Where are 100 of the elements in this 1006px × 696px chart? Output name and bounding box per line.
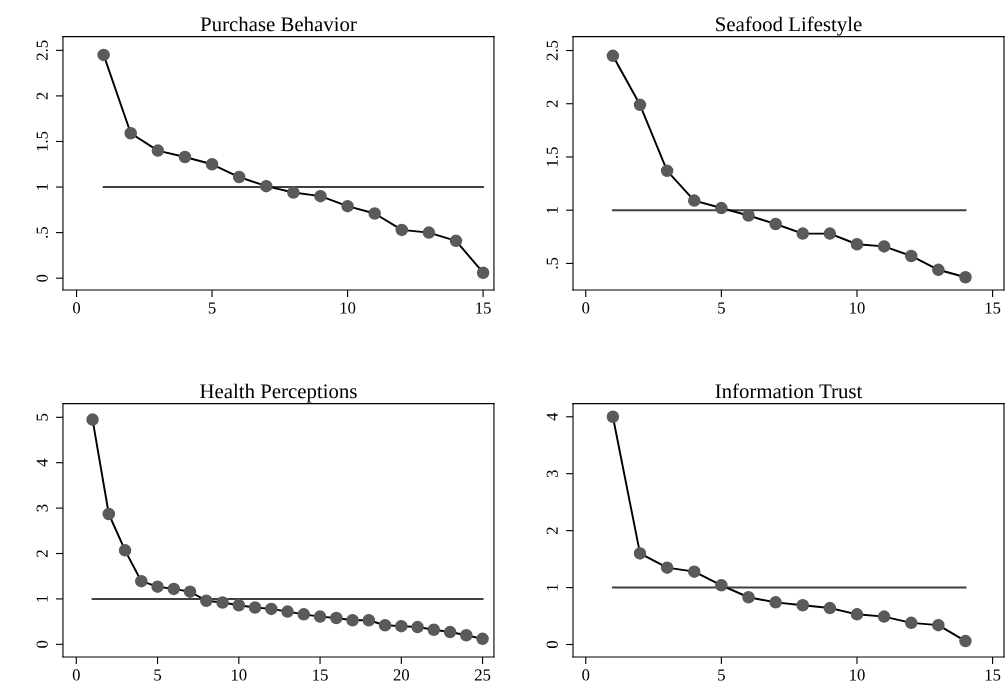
point <box>232 599 246 612</box>
point <box>118 544 132 557</box>
x-tick-label: 10 <box>231 669 247 681</box>
point <box>297 608 311 621</box>
x-tick-label: 10 <box>850 669 865 681</box>
point <box>183 585 197 598</box>
point <box>313 610 327 623</box>
y-tick-label: 2 <box>36 550 48 557</box>
x-tick-label: 0 <box>582 669 590 681</box>
point <box>422 226 436 239</box>
x-tick-label: 10 <box>850 302 865 314</box>
point <box>904 616 918 630</box>
y-tick-label: 1.5 <box>36 131 48 151</box>
point <box>97 48 110 62</box>
y-tick-label: 3 <box>36 504 48 512</box>
point <box>742 209 755 222</box>
x-tick-label: 15 <box>985 302 1001 314</box>
point <box>124 127 137 140</box>
point <box>102 507 116 521</box>
chart-title: Health Perceptions <box>200 383 357 403</box>
point <box>633 98 647 112</box>
y-tick-label: 1 <box>36 183 48 190</box>
x-tick-label: 15 <box>985 669 1001 681</box>
y-tick-label: 4 <box>36 458 48 467</box>
point <box>260 179 273 193</box>
y-tick-label: 2.5 <box>546 40 558 61</box>
point <box>362 613 376 627</box>
point <box>769 217 782 231</box>
y-tick-label: 0 <box>546 640 558 649</box>
point <box>460 628 473 642</box>
point <box>715 201 728 215</box>
point <box>823 601 837 615</box>
point <box>378 618 392 632</box>
x-tick-label: 10 <box>340 302 356 314</box>
point <box>341 199 354 213</box>
point <box>368 207 381 220</box>
point <box>850 608 864 621</box>
x-tick-label: 5 <box>718 302 725 314</box>
y-tick-label: 5 <box>36 413 48 421</box>
chart-title: Information Trust <box>715 383 863 399</box>
x-tick-label: 25 <box>474 669 491 681</box>
y-tick-label: 1 <box>36 595 48 602</box>
point <box>823 227 837 240</box>
point <box>688 194 701 207</box>
point <box>248 601 262 614</box>
point <box>796 227 809 240</box>
point <box>715 579 728 592</box>
point <box>330 611 343 625</box>
y-tick-label: 2 <box>546 527 558 535</box>
point <box>395 223 409 237</box>
chart-title: Purchase Behavior <box>200 16 357 32</box>
point <box>151 144 165 157</box>
point <box>427 623 441 637</box>
point <box>395 619 408 633</box>
point <box>167 582 181 596</box>
point <box>178 150 192 164</box>
x-tick-label: 5 <box>154 669 162 681</box>
y-tick-label: 2 <box>546 100 558 108</box>
point <box>769 596 782 609</box>
point <box>742 590 755 604</box>
point <box>877 240 891 253</box>
x-tick-label: 15 <box>476 302 491 314</box>
point <box>904 249 918 263</box>
y-tick-label: 1 <box>546 207 558 213</box>
x-tick-label: 15 <box>313 669 328 681</box>
y-tick-label: 4 <box>546 412 558 421</box>
y-tick-label: 0 <box>36 640 48 648</box>
point <box>850 238 864 251</box>
point <box>606 49 620 63</box>
point <box>200 594 213 607</box>
point <box>346 613 359 627</box>
y-tick-label: 1.5 <box>546 147 558 166</box>
x-tick-label: 0 <box>73 302 81 314</box>
point <box>86 413 99 426</box>
x-tick-label: 0 <box>72 669 80 681</box>
point <box>476 266 490 279</box>
y-tick-label: 2 <box>36 92 48 100</box>
point <box>660 164 674 178</box>
x-tick-label: 5 <box>208 302 216 314</box>
point <box>688 565 701 578</box>
y-tick-label: .5 <box>36 227 48 238</box>
point <box>205 158 219 171</box>
point <box>314 189 327 203</box>
y-tick-label: 0 <box>36 274 48 282</box>
point <box>135 574 148 588</box>
point <box>265 602 278 616</box>
point <box>932 618 945 632</box>
y-tick-label: 3 <box>546 470 558 478</box>
x-tick-label: 5 <box>718 669 725 681</box>
point <box>959 270 972 284</box>
y-tick-label: .5 <box>546 257 558 269</box>
point <box>476 632 489 646</box>
point <box>443 625 457 639</box>
point <box>411 620 424 634</box>
point <box>606 410 620 424</box>
point <box>877 610 891 623</box>
point <box>449 234 463 248</box>
point <box>796 598 809 612</box>
x-tick-label: 20 <box>393 669 410 681</box>
point <box>232 170 246 184</box>
